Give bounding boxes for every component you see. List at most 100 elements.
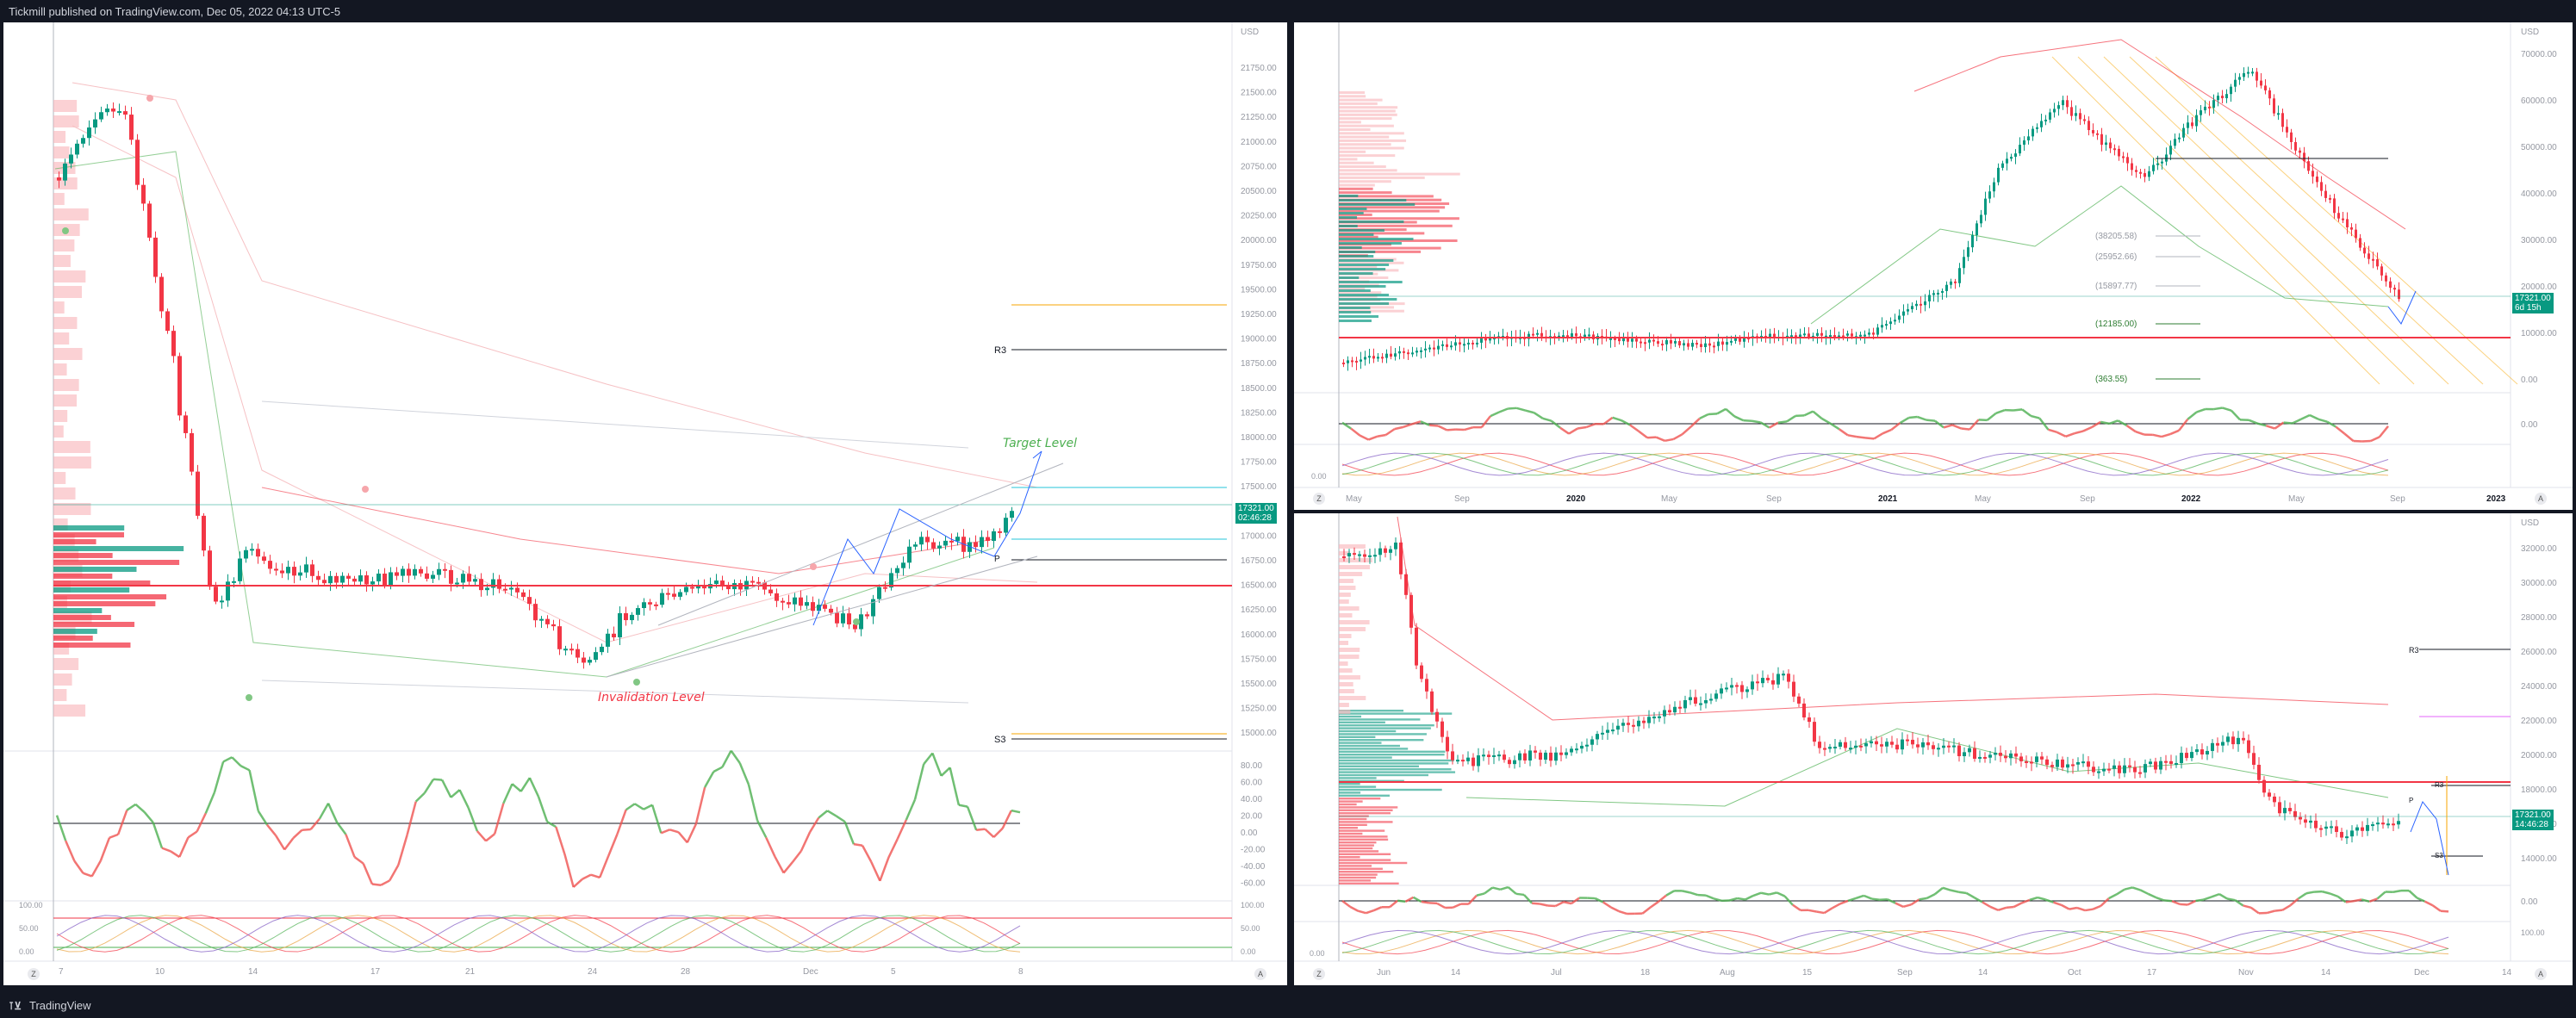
tr-volume-profile-bar	[1339, 224, 1453, 227]
left-price-axis-label: 15000.00	[1241, 729, 1277, 738]
tr-candle	[1420, 350, 1422, 352]
left-candle	[177, 356, 182, 416]
tr-candle	[2023, 140, 2025, 146]
br-auto-button[interactable]: A	[2535, 968, 2547, 980]
left-zoom-button[interactable]: Z	[28, 968, 40, 980]
br-osc-line	[2408, 890, 2418, 899]
br-candle	[1870, 741, 1873, 744]
br-candle	[1978, 756, 1982, 759]
br-osc-line	[2092, 904, 2101, 910]
left-rsi-line	[485, 833, 495, 842]
left-rsi-line	[879, 856, 890, 882]
left-volume-profile-bar	[53, 255, 71, 267]
br-candle	[1342, 556, 1346, 558]
tr-candle	[2006, 158, 2008, 164]
left-rsi-line	[992, 828, 1004, 838]
tr-candle	[1454, 342, 1457, 346]
br-volume-profile-bar	[1339, 606, 1360, 611]
tr-candle	[1795, 335, 1797, 338]
left-pivot-dot	[633, 679, 640, 686]
tr-volume-profile-bar	[1339, 206, 1446, 209]
left-rsi-line	[976, 828, 986, 832]
tr-candle	[2070, 107, 2073, 116]
br-osc-line	[1847, 897, 1857, 903]
tr-candle	[1540, 332, 1543, 337]
left-projection-path	[812, 450, 1042, 626]
tr-volume-profile-bar	[1339, 320, 1372, 322]
left-candle	[600, 646, 604, 653]
br-candle	[2195, 749, 2199, 753]
br-candle	[2056, 759, 2059, 767]
br-volume-profile-bar	[1339, 815, 1369, 817]
br-candle	[1947, 745, 1951, 748]
tr-price-axis-label: 70000.00	[2521, 50, 2557, 59]
left-candle	[883, 587, 887, 589]
tr-osc-line	[1490, 411, 1500, 418]
tr-osc-line	[1384, 428, 1396, 437]
tr-osc-line	[1899, 416, 1910, 425]
br-candle	[2087, 761, 2090, 767]
tr-candle	[1907, 309, 1909, 312]
left-time-axis-label: 14	[248, 967, 258, 977]
tr-price-axis-label: 20000.00	[2521, 282, 2557, 292]
left-candle	[877, 587, 881, 599]
tr-candle	[1467, 342, 1470, 345]
left-rsi-line	[318, 803, 330, 820]
left-chart-pane[interactable]: 21750.00 21500.00 21250.00 21000.00 20750.00…	[3, 22, 1287, 985]
bottom-right-chart-pane[interactable]: 32000.00 30000.00 28000.00 26000.00 24000.00…	[1294, 513, 2573, 985]
left-candle	[871, 599, 875, 617]
br-osc-line	[2053, 901, 2062, 906]
tr-candle	[2363, 247, 2366, 254]
br-candle	[1554, 752, 1558, 761]
br-candle	[1994, 753, 1997, 755]
br-price-axis-label: 22000.00	[2521, 717, 2557, 726]
br-osc-line	[1855, 894, 1864, 900]
br-volume-profile-bar	[1339, 876, 1377, 879]
bottom-right-chart-svg[interactable]: 32000.00 30000.00 28000.00 26000.00 24000.00…	[1294, 513, 2573, 985]
br-supertrend-line	[1397, 516, 2389, 721]
tr-candle	[1911, 306, 1913, 310]
tr-candle	[2066, 100, 2069, 108]
left-candle	[455, 582, 459, 585]
tr-osc-line	[1995, 408, 2006, 414]
br-candle	[2154, 761, 2157, 770]
tr-osc-line	[1420, 420, 1430, 426]
tr-candle	[1984, 198, 1987, 215]
tr-volume-profile-bar	[1339, 154, 1396, 158]
tr-osc-line	[2135, 430, 2145, 436]
tr-auto-button[interactable]: A	[2535, 493, 2547, 505]
top-right-chart-svg[interactable]: 70000.00 60000.00 50000.00 40000.00 30000.00…	[1294, 22, 2573, 510]
tr-candle	[1372, 356, 1375, 359]
br-candle	[2231, 736, 2235, 745]
left-chart-svg[interactable]: 21750.0021500.0021250.0021000.0020750.00…	[3, 22, 1287, 985]
br-price-axis-label: 18000.00	[2521, 785, 2557, 795]
tr-candle	[1773, 333, 1776, 338]
left-auto-button[interactable]: A	[1254, 968, 1266, 980]
tr-candle	[1825, 335, 1827, 338]
tr-osc-line	[1437, 425, 1447, 431]
br-candle	[1523, 753, 1527, 761]
br-osc-line	[2218, 893, 2228, 900]
top-right-chart-pane[interactable]: 70000.00 60000.00 50000.00 40000.00 30000.00…	[1294, 22, 2573, 510]
tr-time-axis-label: Sep	[1454, 494, 1470, 504]
left-rsi-line	[520, 777, 531, 792]
left-volume-profile-bar	[53, 546, 184, 551]
tr-osc-line	[2213, 407, 2223, 411]
left-candle	[527, 597, 532, 605]
tr-osc-line	[1672, 433, 1683, 441]
tr-osc-line	[1508, 407, 1517, 410]
tr-candle	[2191, 122, 2193, 127]
tr-volume-profile-bar	[1339, 195, 1359, 197]
br-candle	[2097, 771, 2100, 773]
br-zoom-button[interactable]: Z	[1313, 968, 1325, 980]
left-volume-profile-bar	[53, 658, 79, 670]
left-candle	[913, 544, 918, 547]
tr-volume-profile-bar	[1339, 250, 1422, 253]
tr-osc-line	[2048, 428, 2057, 434]
left-candle	[696, 586, 700, 589]
tr-zoom-button[interactable]: Z	[1313, 493, 1325, 505]
tr-osc-line	[1777, 420, 1788, 424]
br-volume-profile-bar	[1339, 768, 1452, 771]
left-volume-profile-bar	[53, 689, 67, 701]
br-candle	[2335, 826, 2338, 832]
